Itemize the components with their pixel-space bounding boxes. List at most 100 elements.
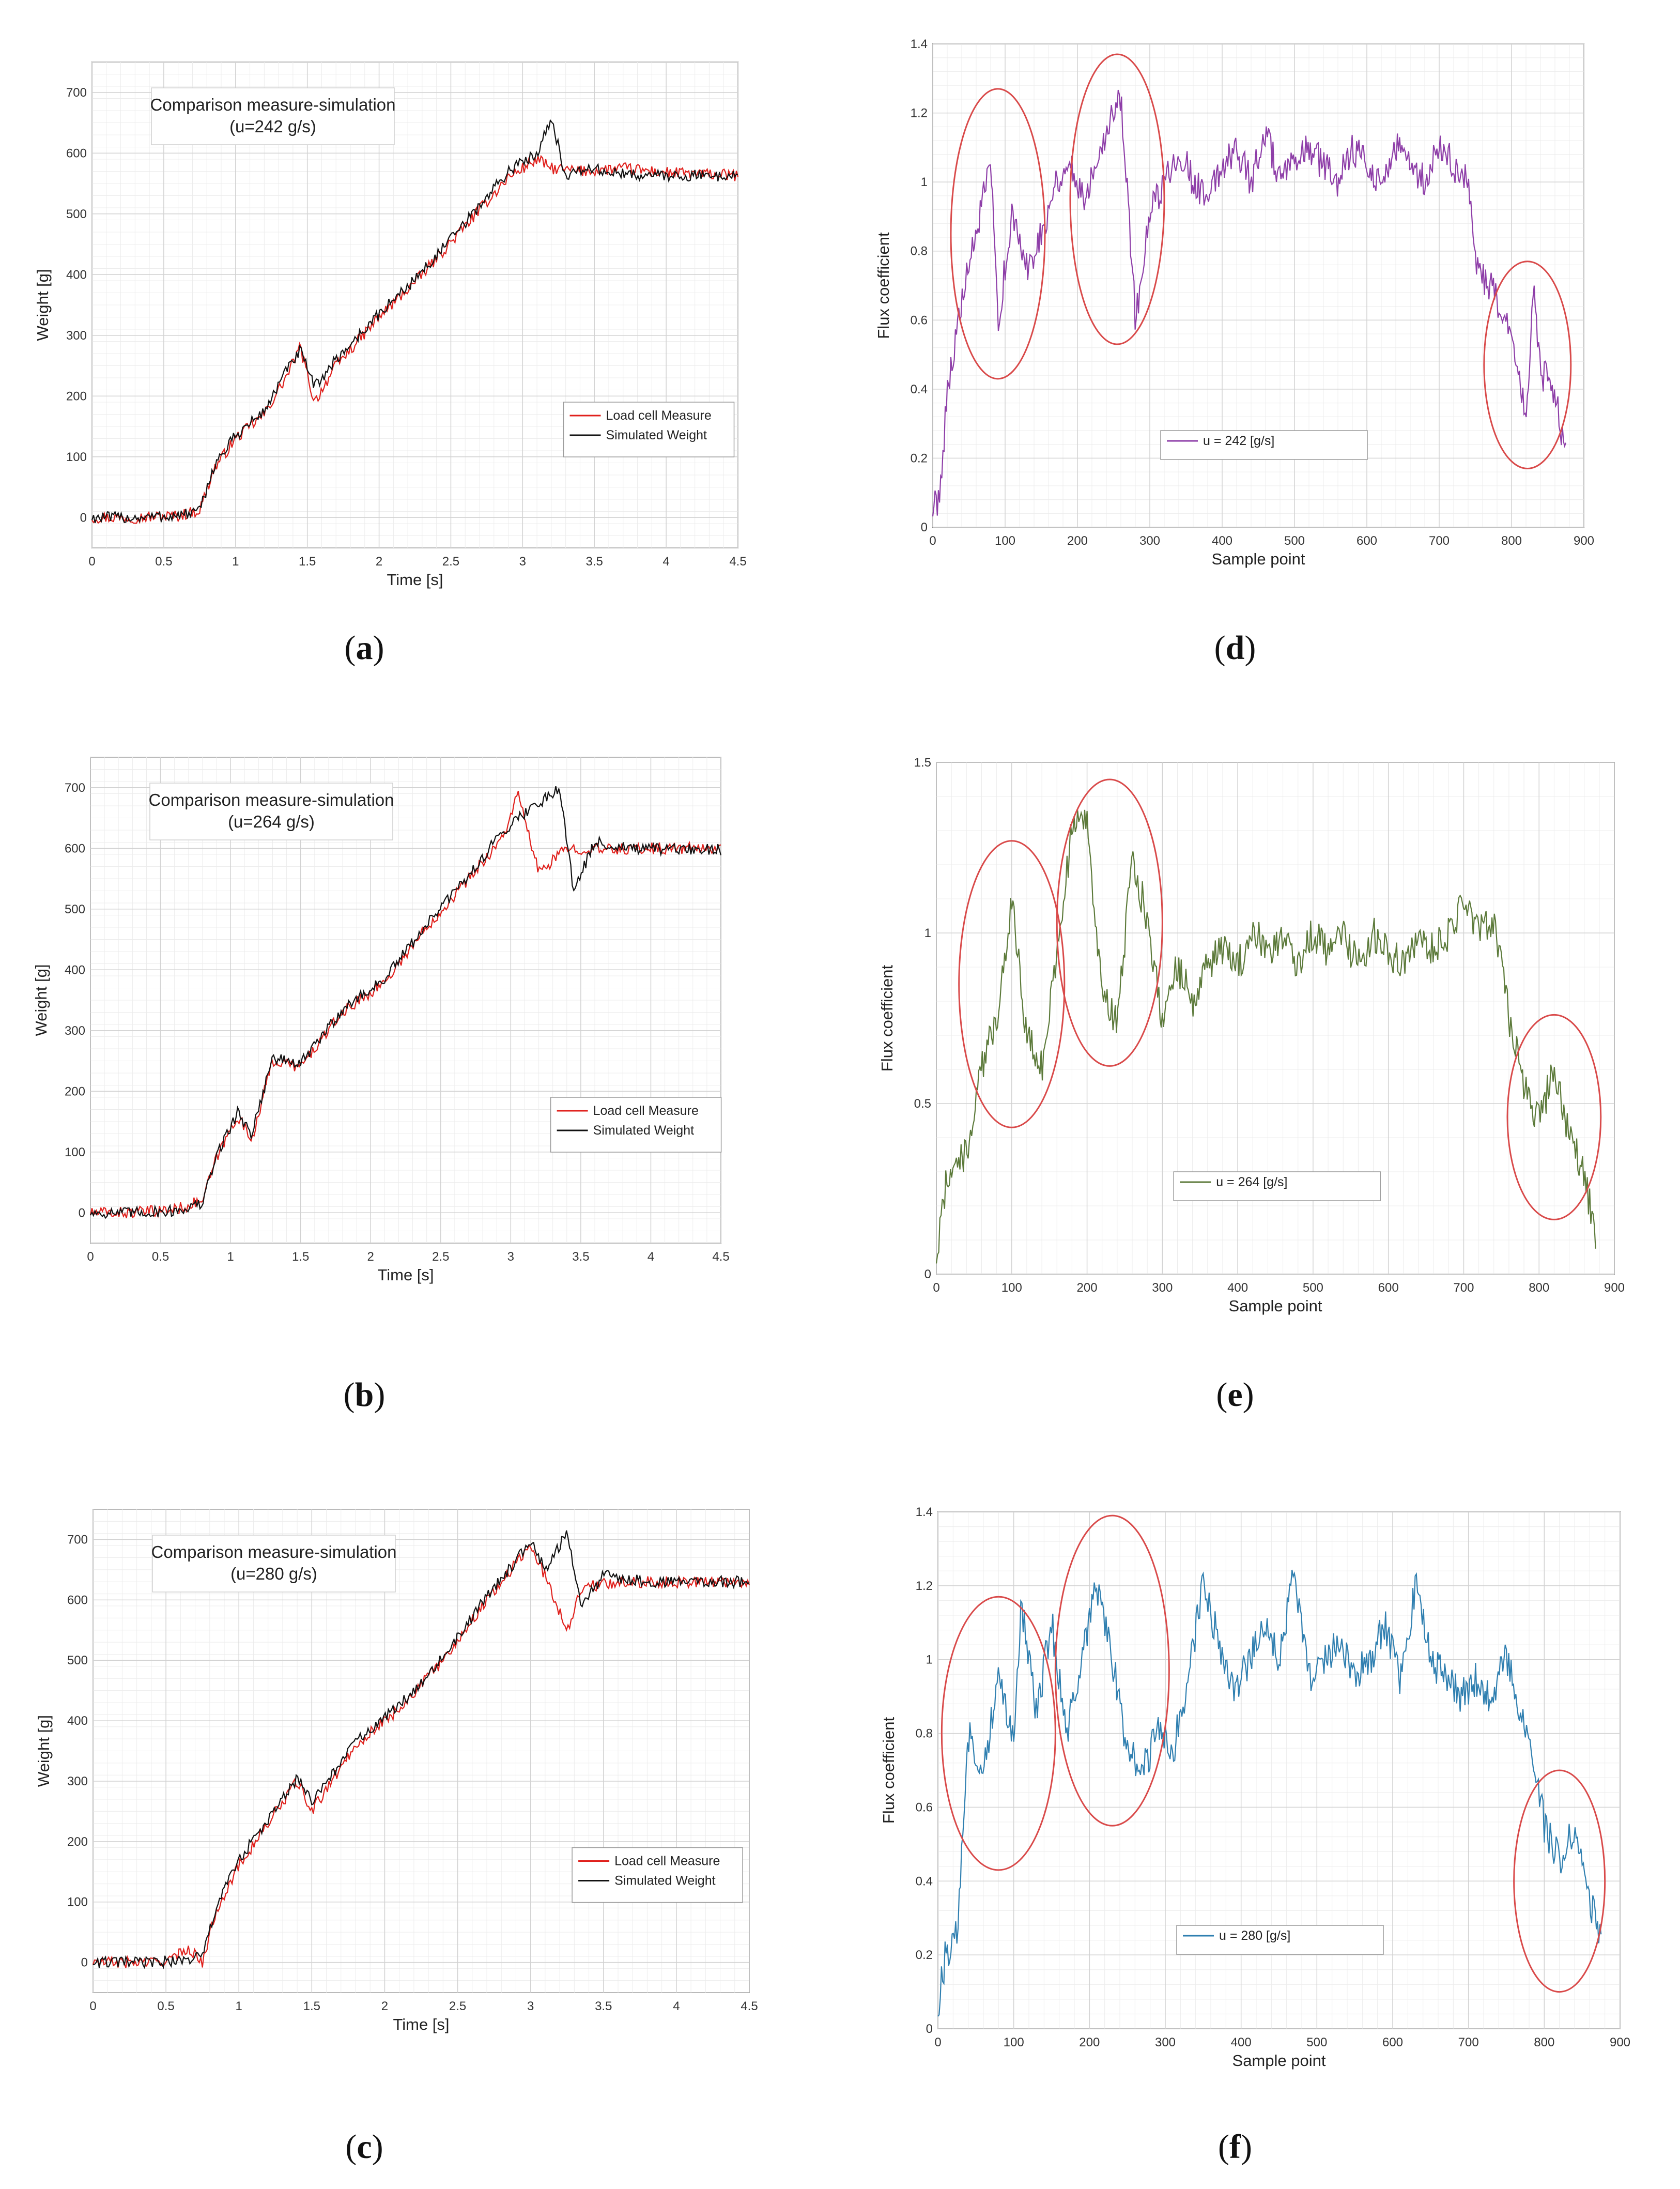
y-tick-label: 300 bbox=[65, 1024, 85, 1038]
legend-entry: Simulated Weight bbox=[614, 1874, 716, 1888]
y-tick-label: 1.2 bbox=[911, 106, 928, 120]
x-tick-label: 200 bbox=[1077, 1281, 1098, 1295]
highlight-ellipse bbox=[1069, 53, 1165, 345]
x-tick-label: 0.5 bbox=[155, 555, 172, 569]
title-box bbox=[152, 1535, 396, 1593]
panel-label: (e) bbox=[1216, 1376, 1254, 1414]
series-line-2 bbox=[93, 1530, 750, 1970]
y-tick-label: 400 bbox=[65, 963, 85, 977]
x-tick-label: 4.5 bbox=[741, 1999, 758, 2013]
highlight-ellipse bbox=[1506, 1014, 1602, 1220]
x-tick-label: 100 bbox=[1004, 2035, 1024, 2049]
x-tick-label: 400 bbox=[1227, 1281, 1248, 1295]
x-tick-label: 2.5 bbox=[432, 1250, 449, 1264]
y-tick-label: 200 bbox=[65, 1084, 85, 1098]
x-tick-label: 700 bbox=[1429, 534, 1450, 548]
x-tick-label: 0 bbox=[89, 1999, 96, 2013]
y-tick-label: 200 bbox=[66, 389, 87, 403]
highlight-ellipse bbox=[958, 840, 1066, 1128]
x-tick-label: 0 bbox=[87, 1250, 94, 1264]
chart-title: Comparison measure-simulation bbox=[150, 95, 395, 114]
x-tick-label: 500 bbox=[1303, 1281, 1323, 1295]
x-tick-label: 100 bbox=[995, 534, 1015, 548]
legend-box bbox=[563, 402, 735, 457]
x-tick-label: 3 bbox=[519, 555, 526, 569]
series-line-2 bbox=[91, 119, 738, 524]
x-tick-label: 1 bbox=[236, 1999, 242, 2013]
y-tick-label: 400 bbox=[66, 268, 87, 282]
series-line-1 bbox=[932, 89, 1567, 517]
y-tick-label: 0 bbox=[80, 511, 87, 525]
x-tick-label: 4 bbox=[662, 555, 669, 569]
x-tick-label: 200 bbox=[1079, 2035, 1100, 2049]
highlight-ellipse bbox=[1513, 1769, 1606, 1993]
panel-label: (a) bbox=[345, 629, 384, 667]
x-axis-label: Sample point bbox=[1229, 1297, 1322, 1315]
x-tick-label: 800 bbox=[1534, 2035, 1554, 2049]
y-tick-label: 0.5 bbox=[914, 1097, 931, 1111]
chart-e: 0 100 200 300 400 500 600 700 800 900 0 0.5 1 1.5 Samp… bbox=[878, 756, 1625, 1414]
x-tick-label: 300 bbox=[1139, 534, 1160, 548]
x-tick-label: 4.5 bbox=[729, 555, 746, 569]
x-tick-label: 3 bbox=[507, 1250, 514, 1264]
x-axis-label: Time [s] bbox=[393, 2015, 449, 2033]
y-tick-label: 500 bbox=[65, 902, 85, 916]
y-tick-label: 300 bbox=[66, 329, 87, 343]
x-tick-label: 900 bbox=[1610, 2035, 1630, 2049]
x-tick-label: 0 bbox=[934, 2035, 941, 2049]
x-tick-label: 4 bbox=[648, 1250, 654, 1264]
y-axis-label: Flux coefficient bbox=[878, 965, 896, 1072]
y-tick-label: 1 bbox=[921, 175, 928, 189]
chart-c: 0 0.5 1 1.5 2 2.5 3 3.5 4 4.5 0 100 200 300 400 500 600 7… bbox=[35, 1509, 758, 2166]
y-tick-label: 0.8 bbox=[911, 244, 928, 258]
y-tick-label: 0.4 bbox=[911, 382, 928, 396]
y-tick-label: 600 bbox=[67, 1593, 88, 1607]
x-tick-label: 900 bbox=[1604, 1281, 1625, 1295]
legend-box bbox=[1160, 430, 1368, 460]
series-line-1 bbox=[935, 809, 1596, 1264]
title-box bbox=[149, 783, 393, 840]
y-axis-label: Weight [g] bbox=[34, 269, 52, 341]
panel-label: (d) bbox=[1214, 629, 1256, 667]
legend-entry: u = 280 [g/s] bbox=[1219, 1928, 1290, 1943]
y-tick-label: 100 bbox=[65, 1145, 85, 1159]
x-tick-label: 0 bbox=[88, 555, 95, 569]
x-tick-label: 700 bbox=[1453, 1281, 1474, 1295]
y-tick-label: 0 bbox=[79, 1206, 85, 1220]
series-line-1 bbox=[91, 155, 739, 525]
y-tick-label: 500 bbox=[67, 1654, 88, 1667]
legend-box bbox=[550, 1097, 722, 1153]
x-tick-label: 2 bbox=[381, 1999, 388, 2013]
y-tick-label: 1.5 bbox=[914, 756, 931, 770]
y-tick-label: 0 bbox=[926, 2022, 933, 2036]
y-tick-label: 300 bbox=[67, 1774, 88, 1788]
legend-entry: Simulated Weight bbox=[606, 428, 707, 442]
x-tick-label: 700 bbox=[1458, 2035, 1479, 2049]
y-tick-label: 100 bbox=[66, 450, 87, 464]
x-axis-label: Sample point bbox=[1232, 2052, 1326, 2070]
y-tick-label: 500 bbox=[66, 207, 87, 221]
x-tick-label: 2 bbox=[367, 1250, 374, 1264]
x-axis-label: Sample point bbox=[1212, 550, 1305, 568]
y-axis-label: Weight [g] bbox=[32, 964, 50, 1036]
chart-title: (u=242 g/s) bbox=[229, 117, 316, 136]
x-tick-label: 2 bbox=[376, 555, 382, 569]
y-tick-label: 1 bbox=[924, 926, 931, 940]
y-tick-label: 700 bbox=[65, 781, 85, 795]
highlight-ellipse bbox=[950, 88, 1046, 380]
highlight-ellipse bbox=[941, 1596, 1056, 1871]
x-tick-label: 900 bbox=[1574, 534, 1594, 548]
y-tick-label: 600 bbox=[65, 841, 85, 855]
y-tick-label: 400 bbox=[67, 1714, 88, 1728]
chart-f: 0 100 200 300 400 500 600 700 800 900 0 0.2 0.4 0.6 0.… bbox=[880, 1505, 1630, 2166]
chart-title: (u=264 g/s) bbox=[228, 812, 315, 831]
x-tick-label: 3.5 bbox=[572, 1250, 589, 1264]
y-tick-label: 0 bbox=[921, 521, 928, 534]
y-tick-label: 0.4 bbox=[916, 1874, 933, 1888]
x-tick-label: 4.5 bbox=[712, 1250, 729, 1264]
x-tick-label: 0.5 bbox=[152, 1250, 169, 1264]
x-tick-label: 400 bbox=[1231, 2035, 1252, 2049]
x-tick-label: 1 bbox=[232, 555, 239, 569]
legend-entry: u = 242 [g/s] bbox=[1203, 434, 1274, 448]
x-tick-label: 3 bbox=[527, 1999, 534, 2013]
